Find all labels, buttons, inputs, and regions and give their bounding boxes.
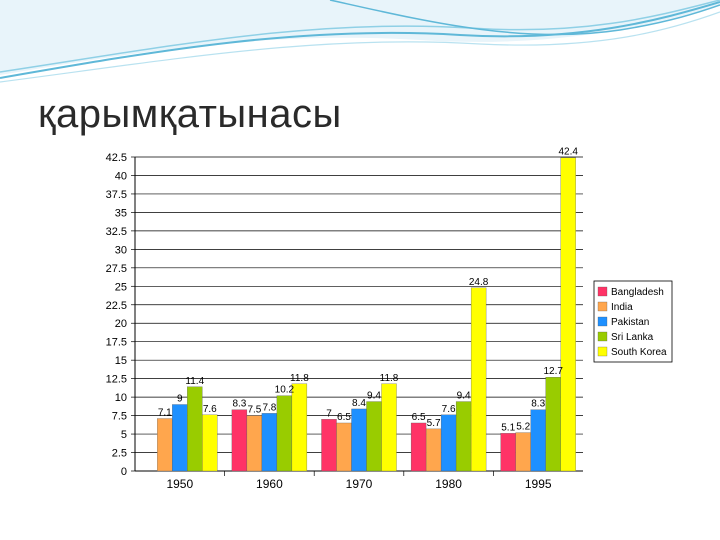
data-label: 24.8 xyxy=(469,277,489,288)
x-tick-label: 1970 xyxy=(346,477,373,491)
bar xyxy=(530,409,546,472)
bar xyxy=(440,414,457,472)
y-tick-label: 37.5 xyxy=(106,189,127,201)
data-label: 7.1 xyxy=(158,408,172,419)
data-label: 6.5 xyxy=(337,412,351,423)
chart-legend: Bangladesh India Pakistan Sri Lanka South Ko… xyxy=(593,280,673,363)
data-label: 11.8 xyxy=(290,373,309,384)
data-label: 7.5 xyxy=(247,405,261,416)
header-wave-decoration xyxy=(0,0,720,83)
bar xyxy=(336,422,352,472)
legend-label: India xyxy=(611,302,633,313)
y-axis-ticks: 0 2.5 5 7.5 10 12.5 15 17.5 20 22.5 25 27.5 30 32.5 35… xyxy=(106,152,127,478)
data-label: 9 xyxy=(177,394,183,405)
bar xyxy=(515,432,531,472)
data-label: 42.4 xyxy=(558,147,578,158)
bar xyxy=(291,383,308,472)
data-label: 11.4 xyxy=(185,376,204,387)
y-tick-label: 27.5 xyxy=(106,263,127,275)
legend-label: Bangladesh xyxy=(611,287,664,298)
data-label: 8.4 xyxy=(352,398,366,409)
slide-title: қарымқатынасы xyxy=(38,92,342,136)
bar xyxy=(261,413,278,472)
legend-swatch xyxy=(597,286,608,297)
bar xyxy=(321,419,337,472)
y-tick-label: 12.5 xyxy=(106,374,127,386)
x-tick-label: 1960 xyxy=(256,477,283,491)
y-tick-label: 22.5 xyxy=(106,300,127,312)
data-label: 9.4 xyxy=(367,391,381,402)
y-tick-label: 42.5 xyxy=(106,152,127,164)
bar xyxy=(381,383,397,472)
data-label: 5.1 xyxy=(501,422,515,433)
data-label: 8.3 xyxy=(232,399,246,410)
y-tick-label: 32.5 xyxy=(106,226,127,238)
data-label: 5.7 xyxy=(427,418,441,429)
bar xyxy=(246,415,263,472)
bar xyxy=(410,422,427,472)
y-tick-label: 2.5 xyxy=(112,448,127,460)
x-tick-label: 1980 xyxy=(435,477,462,491)
y-tick-label: 30 xyxy=(115,244,127,256)
legend-label: South Korea xyxy=(611,347,667,358)
chart-bars xyxy=(157,157,576,472)
bar xyxy=(470,287,487,472)
y-tick-label: 35 xyxy=(115,207,127,219)
bar xyxy=(366,401,382,472)
bar xyxy=(500,433,516,472)
bar xyxy=(560,157,576,472)
data-label: 12.7 xyxy=(543,366,563,377)
data-label: 5.2 xyxy=(516,422,530,433)
bar xyxy=(425,428,442,472)
y-tick-label: 17.5 xyxy=(106,337,127,349)
y-tick-label: 25 xyxy=(115,281,127,293)
y-tick-label: 7.5 xyxy=(112,411,127,423)
legend-label: Pakistan xyxy=(611,317,649,328)
data-label: 7.8 xyxy=(262,402,276,413)
bar xyxy=(545,377,561,472)
bar xyxy=(202,414,218,472)
data-label: 7.6 xyxy=(203,404,217,415)
y-tick-label: 20 xyxy=(115,318,127,330)
bar xyxy=(351,408,367,472)
y-tick-label: 0 xyxy=(121,466,127,478)
bar xyxy=(455,401,472,472)
data-label: 10.2 xyxy=(275,385,295,396)
y-tick-label: 10 xyxy=(115,392,127,404)
data-label: 9.4 xyxy=(457,391,471,402)
legend-label: Sri Lanka xyxy=(611,332,654,343)
data-label: 11.8 xyxy=(380,373,399,384)
data-label: 7.6 xyxy=(442,404,456,415)
bar xyxy=(172,404,188,472)
x-tick-label: 1950 xyxy=(166,477,193,491)
y-tick-label: 40 xyxy=(115,170,127,182)
y-tick-label: 5 xyxy=(121,429,127,441)
y-tick-label: 15 xyxy=(115,355,127,367)
bar xyxy=(231,409,248,472)
legend-swatch xyxy=(597,316,608,327)
legend-swatch xyxy=(597,346,608,357)
bar xyxy=(276,395,293,472)
legend-swatch xyxy=(597,331,608,342)
x-axis-ticks: 1950 1960 1970 1980 1995 xyxy=(166,471,552,491)
bar xyxy=(157,418,173,472)
x-tick-label: 1995 xyxy=(525,477,552,491)
legend-swatch xyxy=(597,301,608,312)
bar xyxy=(187,386,203,472)
data-label: 6.5 xyxy=(412,412,426,423)
data-label: 7 xyxy=(326,408,332,419)
data-label: 8.3 xyxy=(531,399,545,410)
